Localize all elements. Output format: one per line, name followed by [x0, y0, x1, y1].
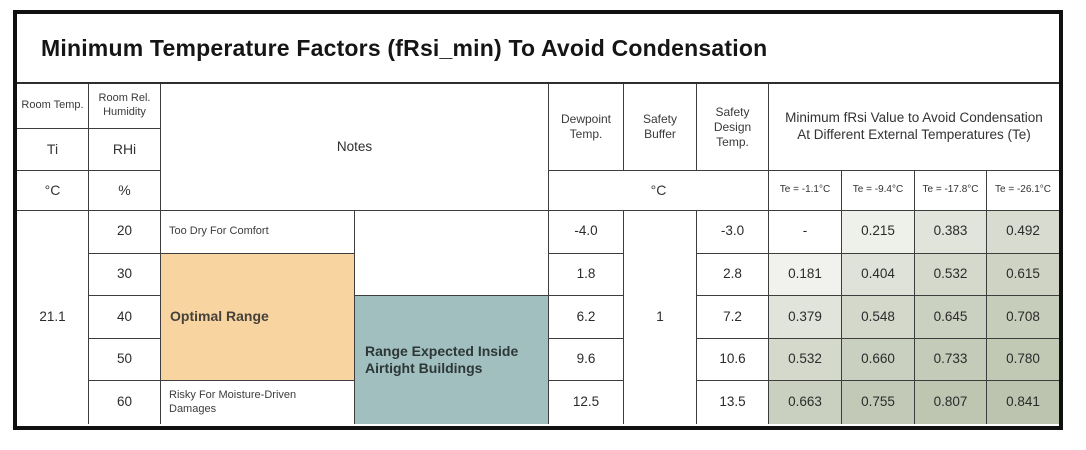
- design-temp-value: 2.8: [697, 253, 769, 297]
- frsi-value: 0.379: [769, 296, 842, 339]
- design-temp-value: 13.5: [697, 381, 769, 424]
- unit-middle-celsius: °C: [549, 171, 769, 211]
- frsi-value: 0.755: [842, 381, 915, 424]
- col-header-te-1: Te = -1.1°C: [769, 171, 842, 211]
- frsi-value: 0.215: [842, 211, 915, 254]
- col-header-room-temp: Room Temp.: [17, 84, 89, 129]
- col-header-notes: Notes: [161, 84, 549, 211]
- frsi-value: 0.532: [769, 338, 842, 382]
- design-temp-value: 7.2: [697, 296, 769, 339]
- frsi-value: 0.780: [987, 338, 1059, 382]
- note-too-dry: Too Dry For Comfort: [161, 211, 355, 254]
- frsi-value: 0.404: [842, 253, 915, 297]
- note-empty-cell: [355, 211, 549, 297]
- frsi-value: 0.383: [915, 211, 987, 254]
- room-temp-value: 21.1: [17, 211, 89, 424]
- symbol-ti: Ti: [17, 129, 89, 171]
- page-title: Minimum Temperature Factors (fRsi_min) T…: [41, 34, 768, 61]
- frsi-value: 0.548: [842, 296, 915, 339]
- frsi-value: 0.733: [915, 338, 987, 382]
- frsi-value: 0.615: [987, 253, 1059, 297]
- frsi-value: 0.841: [987, 381, 1059, 424]
- frsi-value: 0.181: [769, 253, 842, 297]
- design-temp-value: 10.6: [697, 338, 769, 382]
- safety-buffer-value: 1: [624, 211, 697, 424]
- symbol-rhi: RHi: [89, 129, 161, 171]
- note-airtight-range: Range Expected Inside Airtight Buildings: [355, 296, 549, 424]
- col-header-frsi-group: Minimum fRsi Value to Avoid Condensation…: [769, 84, 1059, 171]
- rh-value-60: 60: [89, 381, 161, 424]
- unit-room-humidity: %: [89, 171, 161, 211]
- table-frame: Minimum Temperature Factors (fRsi_min) T…: [13, 10, 1063, 430]
- frsi-value: -: [769, 211, 842, 254]
- frsi-value: 0.660: [842, 338, 915, 382]
- dewpoint-value: -4.0: [549, 211, 624, 254]
- frsi-value: 0.532: [915, 253, 987, 297]
- frsi-value: 0.492: [987, 211, 1059, 254]
- dewpoint-value: 1.8: [549, 253, 624, 297]
- frsi-value: 0.645: [915, 296, 987, 339]
- col-header-te-2: Te = -9.4°C: [842, 171, 915, 211]
- col-header-safety-design: Safety Design Temp.: [697, 84, 769, 171]
- title-band: Minimum Temperature Factors (fRsi_min) T…: [17, 14, 1059, 84]
- condensation-table: Room Temp. Room Rel. Humidity Notes Dewp…: [17, 84, 1059, 424]
- note-optimal-range: Optimal Range: [161, 253, 355, 382]
- design-temp-value: -3.0: [697, 211, 769, 254]
- dewpoint-value: 9.6: [549, 338, 624, 382]
- rh-value-50: 50: [89, 338, 161, 382]
- col-header-room-humidity: Room Rel. Humidity: [89, 84, 161, 129]
- col-header-te-4: Te = -26.1°C: [987, 171, 1059, 211]
- frsi-value: 0.708: [987, 296, 1059, 339]
- frsi-value: 0.663: [769, 381, 842, 424]
- dewpoint-value: 12.5: [549, 381, 624, 424]
- rh-value-20: 20: [89, 211, 161, 254]
- col-header-te-3: Te = -17.8°C: [915, 171, 987, 211]
- frsi-value: 0.807: [915, 381, 987, 424]
- unit-room-temp: °C: [17, 171, 89, 211]
- rh-value-40: 40: [89, 296, 161, 339]
- dewpoint-value: 6.2: [549, 296, 624, 339]
- rh-value-30: 30: [89, 253, 161, 297]
- note-risky-moisture: Risky For Moisture-Driven Damages: [161, 381, 355, 424]
- col-header-dewpoint: Dewpoint Temp.: [549, 84, 624, 171]
- col-header-safety-buffer: Safety Buffer: [624, 84, 697, 171]
